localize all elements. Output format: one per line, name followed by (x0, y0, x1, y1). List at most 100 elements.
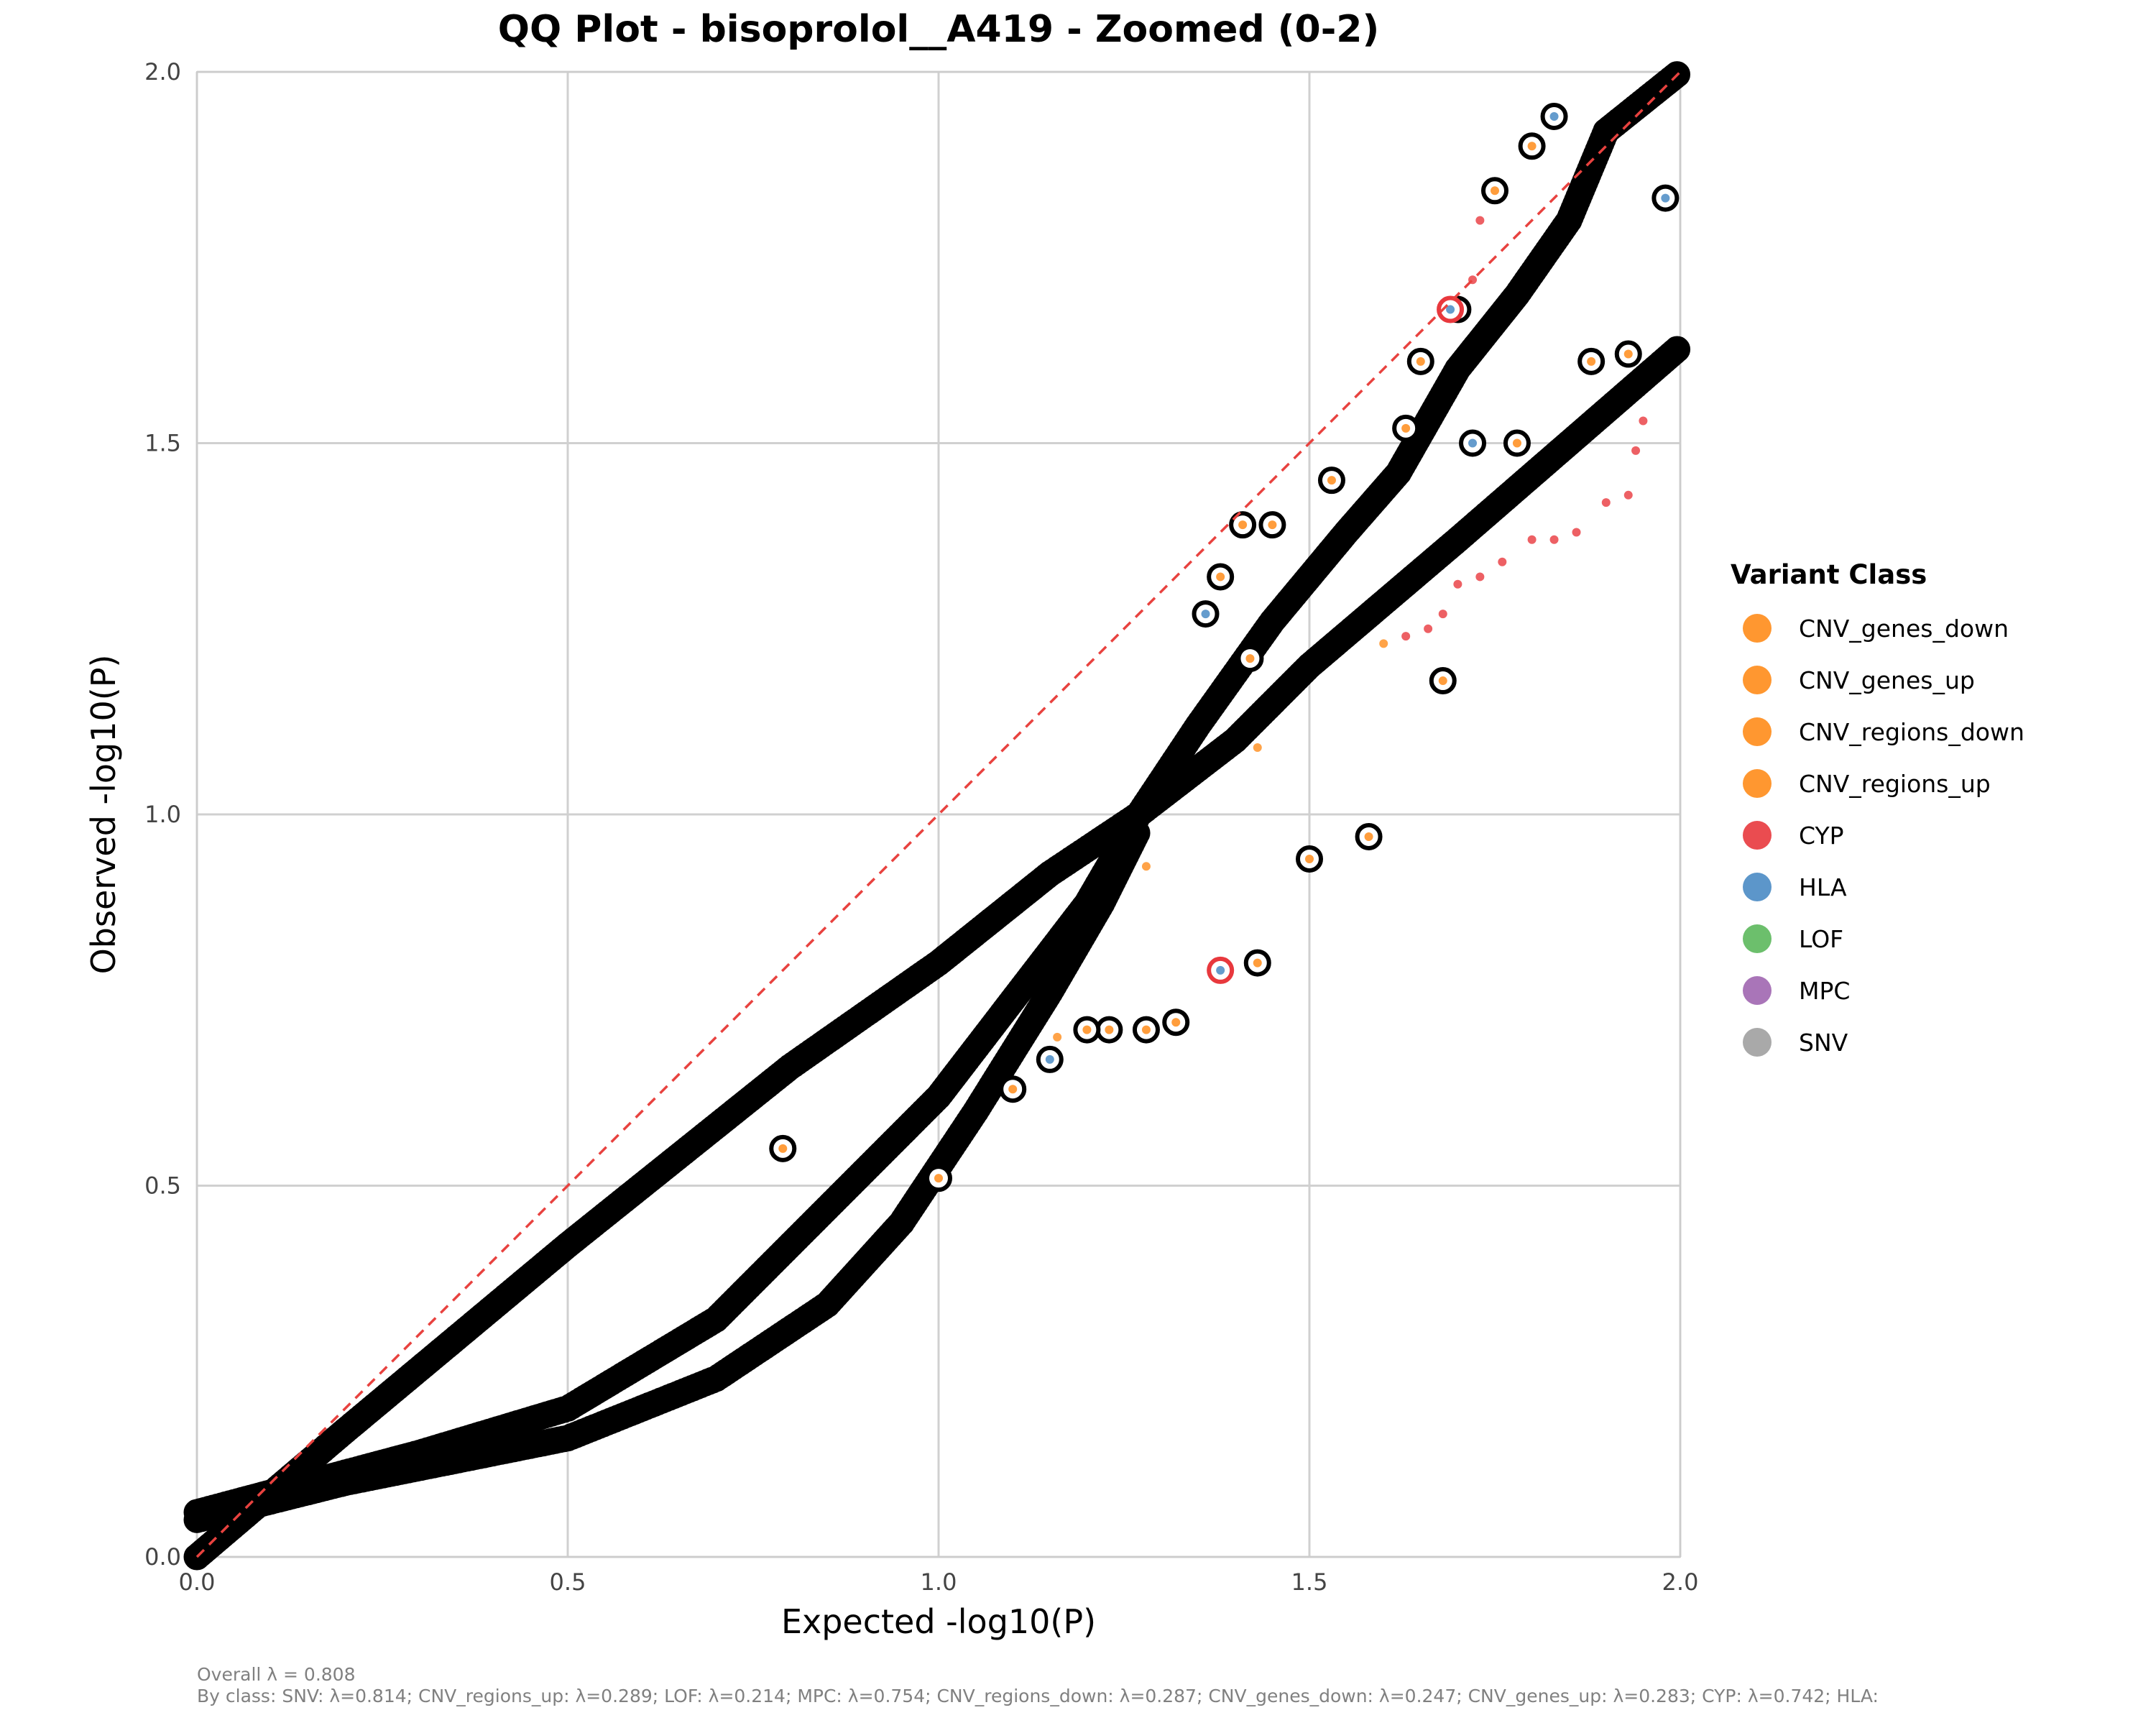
qq-point (1664, 336, 1691, 363)
small-point (1631, 446, 1641, 455)
small-point (1475, 216, 1485, 225)
outlier-center (1527, 142, 1537, 151)
x-tick-label: 2.0 (1662, 1568, 1699, 1596)
chart-title: QQ Plot - bisoprolol__A419 - Zoomed (0-2… (498, 8, 1380, 51)
outlier-center (1141, 1025, 1151, 1034)
y-axis-label: Observed -log10(P) (84, 655, 123, 975)
y-tick-label: 1.0 (144, 801, 181, 828)
outlier-point (1406, 347, 1434, 375)
outlier-center (934, 1174, 943, 1183)
outlier-point (925, 1164, 952, 1192)
legend-item: LOF (1743, 924, 1843, 953)
outlier-point (1429, 667, 1457, 695)
small-point (1475, 572, 1485, 582)
outlier-point (1459, 429, 1487, 457)
legend-marker (1743, 1028, 1772, 1057)
small-point (1401, 632, 1411, 641)
y-tick-label: 0.5 (144, 1172, 181, 1200)
legend-item: MPC (1743, 976, 1850, 1005)
legend-item: CYP (1743, 821, 1844, 850)
outlier-center (1253, 958, 1262, 968)
legend-title: Variant Class (1731, 559, 1927, 590)
outlier-center (1468, 438, 1478, 448)
outlier-center (1446, 305, 1455, 314)
outlier-center (1327, 476, 1336, 485)
legend-item: SNV (1743, 1028, 1848, 1057)
legend-label: CNV_genes_down (1799, 615, 2009, 643)
small-point (1424, 624, 1433, 633)
axis-ticks: 0.0 0.5 1.0 1.5 2.0 0.0 0.5 1.0 1.5 2.0 (144, 58, 1698, 1596)
y-tick-label: 1.5 (144, 430, 181, 457)
x-axis-label: Expected -log10(P) (781, 1602, 1096, 1641)
legend-marker (1743, 666, 1772, 694)
outlier-point (1614, 340, 1642, 368)
y-tick-label: 2.0 (144, 58, 181, 86)
legend-label: HLA (1799, 873, 1847, 901)
legend-marker (1743, 924, 1772, 953)
outlier-point (1437, 295, 1465, 323)
outlier-center (1661, 193, 1670, 203)
outlier-point (769, 1134, 797, 1162)
outlier-point (1243, 949, 1271, 977)
legend-marker (1743, 614, 1772, 643)
small-point (1141, 862, 1151, 871)
plot-frame (196, 71, 1681, 1558)
outlier-point (1518, 132, 1546, 160)
outlier-center (1171, 1018, 1181, 1027)
outlier-center (1416, 357, 1425, 366)
outlier-center (1512, 438, 1521, 448)
data-points (183, 61, 1691, 1571)
outlier-center (1364, 832, 1373, 841)
outlier-center (1105, 1025, 1114, 1034)
small-point (1572, 528, 1581, 537)
legend-label: CNV_regions_up (1799, 770, 1991, 798)
outlier-center (1045, 1054, 1054, 1064)
overall-lambda: Overall λ = 0.808 (197, 1664, 356, 1685)
outlier-point (1036, 1045, 1064, 1073)
small-point (1639, 416, 1648, 426)
legend-marker (1743, 976, 1772, 1005)
legend-label: SNV (1799, 1029, 1848, 1057)
legend-marker (1743, 717, 1772, 746)
outlier-point (1162, 1008, 1190, 1037)
series-steep_branch (1125, 61, 1691, 828)
x-tick-label: 0.5 (550, 1568, 586, 1596)
outlier-point (1207, 563, 1235, 591)
outlier-center (1268, 520, 1277, 530)
outlier-point (1207, 956, 1235, 984)
small-point (1438, 610, 1447, 619)
outlier-point (1073, 1016, 1101, 1044)
outlier-center (778, 1144, 788, 1153)
legend-label: CNV_regions_down (1799, 718, 2024, 746)
x-tick-label: 0.0 (179, 1568, 216, 1596)
outlier-point (1577, 347, 1606, 375)
legend-item: CNV_regions_up (1743, 769, 1991, 798)
small-point (1498, 557, 1507, 566)
outlier-point (1229, 511, 1257, 539)
outlier-center (1549, 111, 1559, 121)
outlier-point (1481, 177, 1508, 205)
y-tick-label: 0.0 (144, 1543, 181, 1571)
outlier-point (1192, 600, 1220, 628)
outlier-point (1317, 467, 1345, 495)
outlier-center (1238, 520, 1248, 530)
outlier-point (1258, 511, 1286, 539)
outlier-center (1438, 676, 1447, 686)
series-upper_band (183, 336, 1691, 1571)
outlier-center (1305, 854, 1314, 863)
small-point (1453, 579, 1462, 589)
small-point (1601, 498, 1611, 507)
legend-label: LOF (1799, 925, 1843, 953)
outlier-point (1503, 429, 1531, 457)
outlier-point (999, 1075, 1027, 1103)
outlier-center (1201, 610, 1210, 619)
small-point (1527, 535, 1537, 544)
legend-item: CNV_genes_down (1743, 614, 2009, 643)
outlier-center (1491, 186, 1499, 196)
legend-item: CNV_regions_down (1743, 717, 2024, 746)
outlier-center (1401, 423, 1411, 433)
outlier-center (1008, 1085, 1018, 1094)
legend-item: HLA (1743, 873, 1847, 901)
outlier-point (1095, 1016, 1123, 1044)
